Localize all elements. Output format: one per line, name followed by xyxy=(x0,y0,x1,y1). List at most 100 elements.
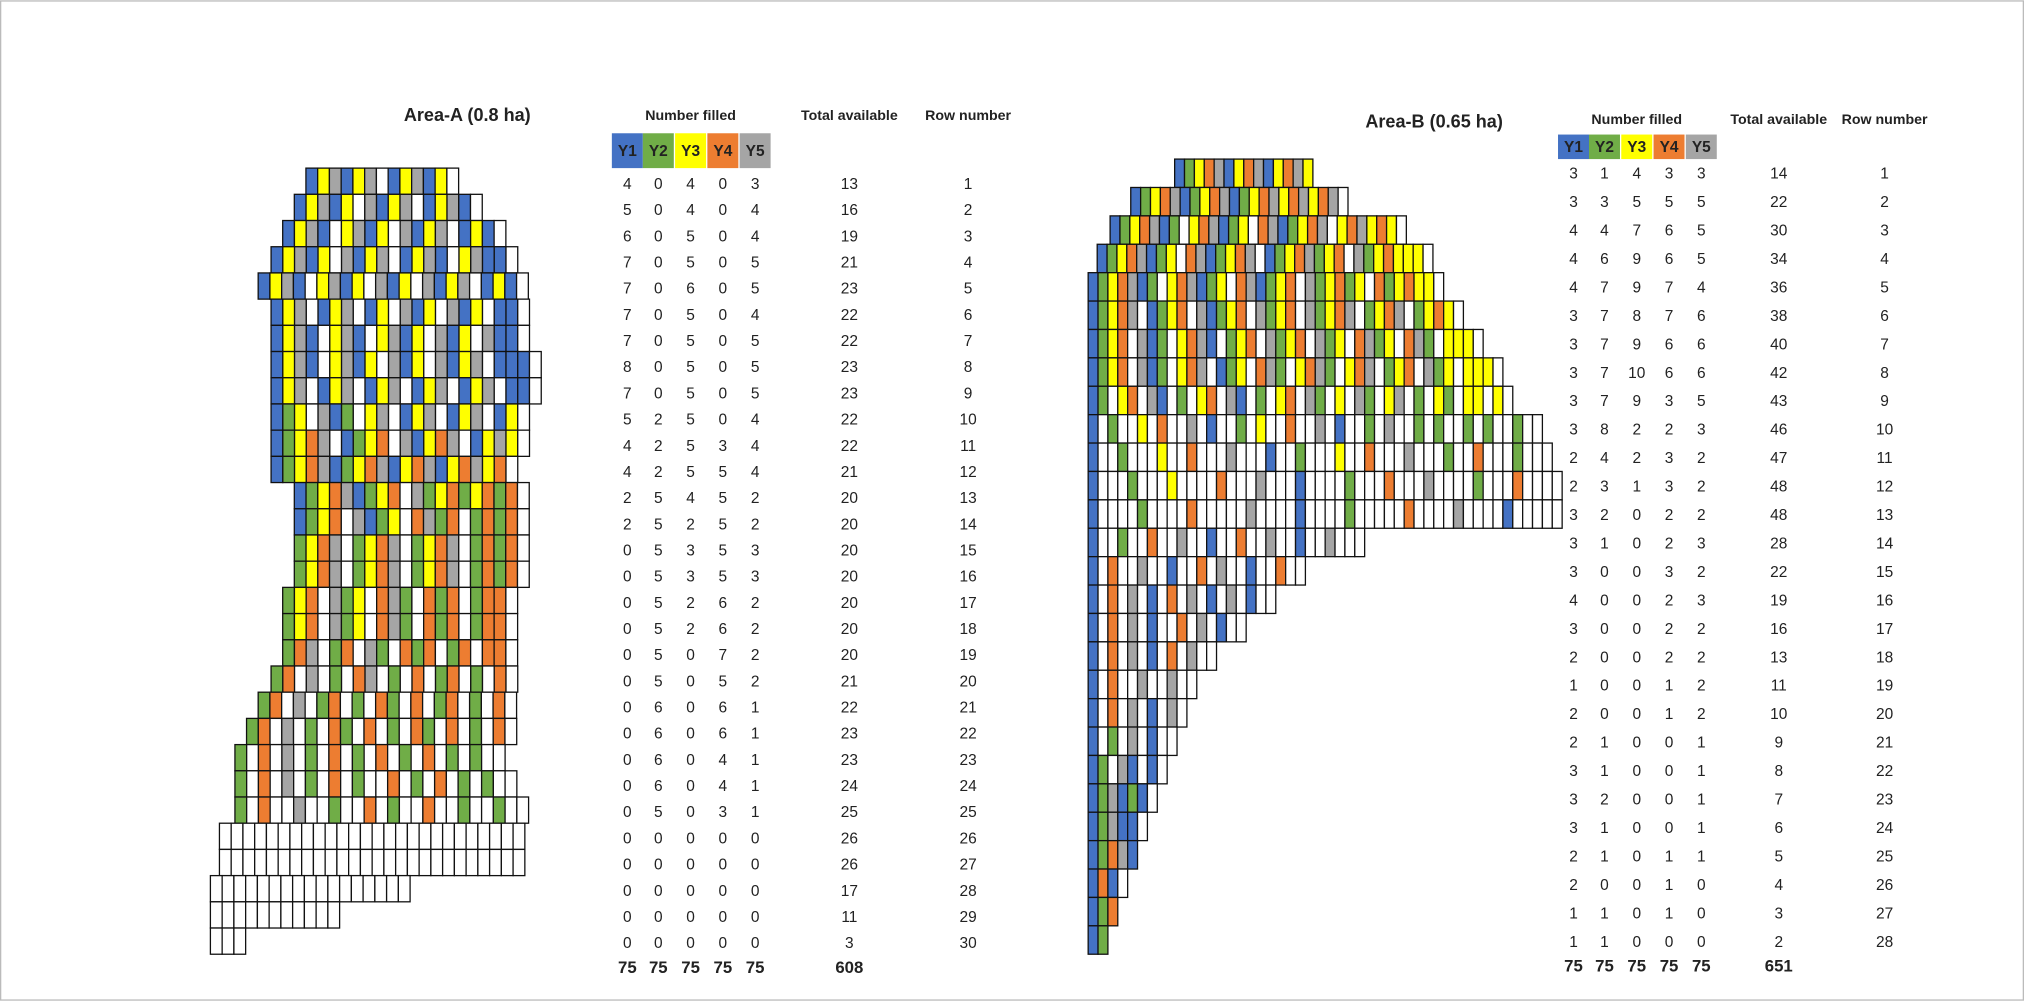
plot-cell xyxy=(282,219,296,248)
plot-cell xyxy=(364,612,378,641)
plot-cell xyxy=(374,874,388,903)
plot-cell xyxy=(1284,243,1296,274)
plot-cell xyxy=(292,691,306,720)
table-cell: 2 xyxy=(654,412,663,429)
table-cell: 5 xyxy=(686,438,695,455)
plot-cell xyxy=(422,534,436,562)
table-cell: 6 xyxy=(719,700,728,717)
plot-cell xyxy=(410,717,424,746)
plot-cell xyxy=(351,717,365,746)
table-cell: 22 xyxy=(960,726,977,743)
plot-cell xyxy=(242,822,256,851)
plot-cell xyxy=(1462,328,1474,359)
plot-cell xyxy=(1383,328,1395,359)
table-cell: 3 xyxy=(1697,592,1706,609)
plot-cell xyxy=(1206,442,1218,473)
plot-cell xyxy=(386,691,400,720)
plot-cell xyxy=(1117,868,1129,899)
plot-cell xyxy=(493,534,507,562)
plot-cell xyxy=(1235,442,1247,473)
plot-cell xyxy=(376,665,390,693)
plot-cell xyxy=(1087,754,1099,785)
plot-cell xyxy=(492,770,506,798)
plot-cell xyxy=(1176,697,1188,728)
plot-cell xyxy=(376,219,390,248)
plot-cell xyxy=(1275,470,1287,501)
plot-cell xyxy=(1215,499,1228,529)
table-cell: 1 xyxy=(964,176,973,193)
table-cell: 1 xyxy=(1600,735,1609,752)
plot-cell xyxy=(1136,328,1149,359)
plot-cell xyxy=(364,324,378,353)
plot-cell xyxy=(504,796,518,824)
plot-cell xyxy=(1275,442,1287,473)
plot-cell xyxy=(1314,300,1326,331)
plot-cell xyxy=(1156,385,1168,416)
plot-cell xyxy=(327,874,341,903)
plot-cell xyxy=(469,219,484,248)
plot-cell xyxy=(376,455,390,484)
table-cell: 8 xyxy=(1632,308,1641,325)
plot-cell xyxy=(1354,328,1366,359)
plot-cell xyxy=(1233,158,1245,189)
table-cell: 5 xyxy=(1665,194,1674,211)
table-cell: 0 xyxy=(654,359,663,376)
plot-cell xyxy=(1189,186,1201,217)
plot-cell xyxy=(1117,385,1129,416)
plot-cell xyxy=(1136,414,1149,444)
plot-cell xyxy=(493,560,507,589)
plot-cell xyxy=(352,639,366,667)
plot-cell xyxy=(1272,158,1284,189)
plot-cell xyxy=(480,770,494,798)
plot-cell xyxy=(1492,414,1504,444)
plot-cell xyxy=(1166,272,1178,302)
plot-cell xyxy=(1156,499,1168,529)
plot-cell xyxy=(1186,357,1198,387)
plot-cell xyxy=(293,429,307,457)
plot-cell xyxy=(441,848,456,877)
plot-cell xyxy=(1541,442,1553,473)
plot-cell xyxy=(1255,442,1267,473)
plot-cell xyxy=(423,298,437,326)
table-cell: 5 xyxy=(623,202,632,219)
table-cell: 2 xyxy=(1880,194,1889,211)
plot-cell xyxy=(1383,272,1395,302)
plot-cell xyxy=(411,560,425,589)
table-cell: 0 xyxy=(623,673,632,690)
plot-cell xyxy=(1354,470,1366,501)
plot-cell xyxy=(386,770,401,798)
plot-cell xyxy=(1413,272,1425,302)
plot-cell xyxy=(1136,783,1149,813)
plot-cell xyxy=(375,560,389,589)
plot-cell xyxy=(1176,385,1188,416)
table-cell: 0 xyxy=(1697,934,1706,951)
plot-cell xyxy=(1393,328,1405,359)
plot-cell xyxy=(1265,442,1277,473)
plot-cell xyxy=(301,848,315,877)
plot-cell xyxy=(1209,186,1221,217)
plot-cell xyxy=(327,901,341,929)
plot-cell xyxy=(1206,556,1218,586)
plot-cell xyxy=(364,586,378,615)
plot-cell xyxy=(1344,272,1356,302)
plot-cell xyxy=(359,822,373,851)
plot-cell xyxy=(399,403,413,431)
plot-cell xyxy=(209,927,223,955)
plot-cell xyxy=(387,534,401,562)
plot-cell xyxy=(477,822,491,851)
plot-cell xyxy=(340,429,354,457)
plot-cell xyxy=(324,822,338,851)
plot-cell xyxy=(316,796,330,824)
plot-cell xyxy=(1443,328,1455,359)
plot-cell xyxy=(1156,527,1168,558)
plot-cell xyxy=(1087,839,1099,870)
plot-cell xyxy=(1452,499,1465,529)
plot-cell xyxy=(329,639,343,667)
plot-cell xyxy=(493,350,507,379)
plot-cell xyxy=(316,743,330,772)
plot-cell xyxy=(1285,357,1297,387)
plot-cell xyxy=(1275,357,1287,387)
plot-cell xyxy=(352,377,366,405)
plot-cell xyxy=(492,691,506,720)
plot-cell xyxy=(1443,414,1455,444)
